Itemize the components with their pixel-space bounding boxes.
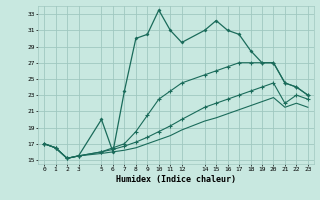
X-axis label: Humidex (Indice chaleur): Humidex (Indice chaleur) (116, 175, 236, 184)
